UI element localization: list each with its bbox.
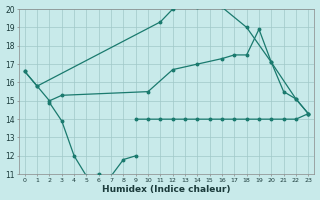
X-axis label: Humidex (Indice chaleur): Humidex (Indice chaleur) [102, 185, 231, 194]
